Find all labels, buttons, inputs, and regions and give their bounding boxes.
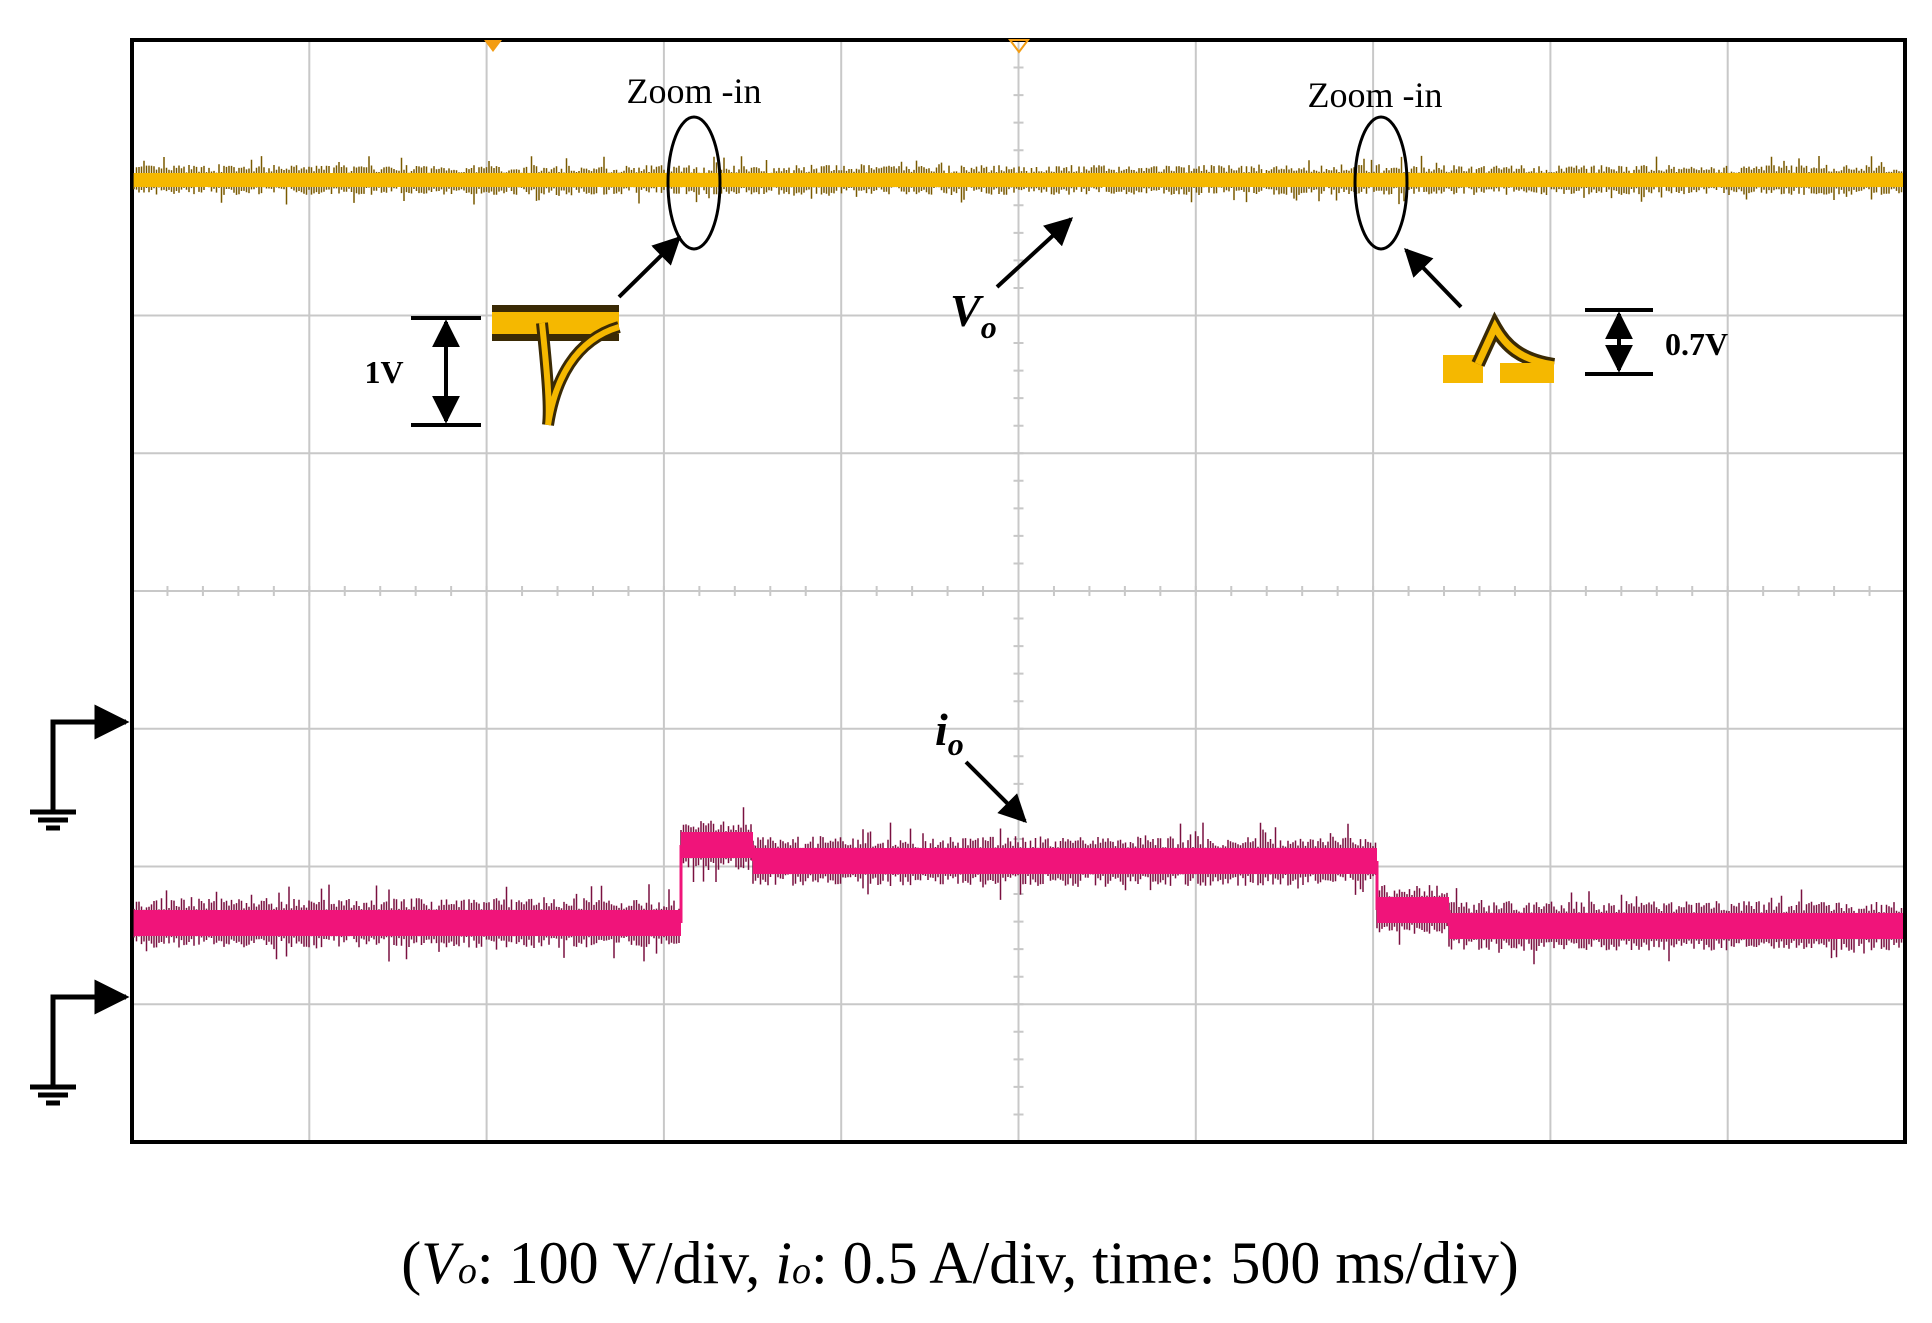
caption-part: o: [792, 1250, 811, 1292]
trigger-marker: [1008, 39, 1030, 54]
vo-label: Vo: [950, 285, 997, 345]
dip-label: 1V: [364, 354, 403, 390]
io-label: io: [935, 704, 964, 762]
trigger-marker: [484, 40, 502, 52]
vo-main: V: [950, 285, 984, 336]
io-sub: o: [948, 726, 964, 762]
overshoot-label: 0.7V: [1665, 326, 1728, 362]
io-main: i: [935, 704, 948, 755]
caption-part: o: [458, 1250, 477, 1292]
caption-part: : 0.5 A/div, time: 500 ms/div): [811, 1230, 1519, 1296]
zoom-label: Zoom -in: [1308, 75, 1443, 115]
traces: [133, 155, 1903, 965]
zoom-circle: [666, 115, 722, 251]
trace-core: [134, 832, 1903, 939]
caption-part: i: [775, 1230, 792, 1296]
vo-sub: o: [981, 309, 997, 345]
trace-edge: [679, 845, 1451, 926]
caption-part: (: [401, 1230, 421, 1296]
zoom-inset: [492, 305, 621, 426]
caption: (Vo: 100 V/div, io: 0.5 A/div, time: 500…: [401, 1230, 1518, 1296]
caption-part: V: [421, 1230, 464, 1296]
zoom-inset: [1443, 311, 1556, 383]
arrows: [617, 217, 1463, 823]
grid: [131, 39, 1906, 1143]
scale-marker: [411, 308, 1653, 427]
ground-markers: [30, 704, 130, 1106]
zoom-circle: [1353, 115, 1409, 251]
caption-part: : 100 V/div,: [477, 1230, 775, 1296]
zoom-label: Zoom -in: [627, 71, 762, 111]
